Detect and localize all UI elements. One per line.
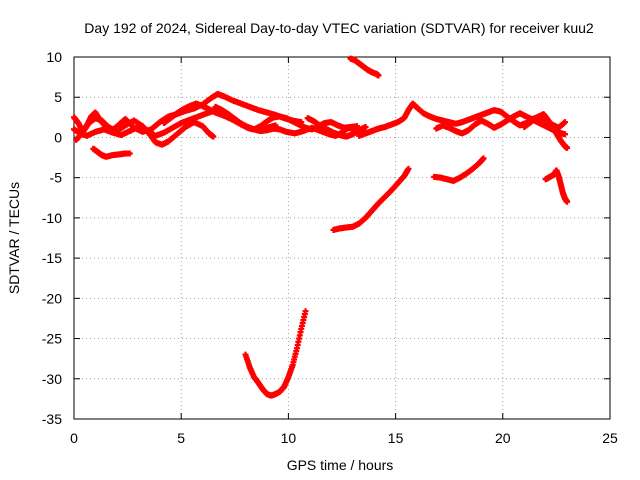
y-tick-label: 5 [54, 89, 62, 105]
grid [74, 57, 610, 419]
series-track-10 [347, 55, 382, 79]
data-point [302, 308, 309, 315]
x-tick-labels: 0 5 10 15 20 25 [70, 430, 618, 446]
series-track-8 [242, 308, 309, 399]
chart-title: Day 192 of 2024, Sidereal Day-to-day VTE… [84, 20, 594, 36]
series-track-12 [433, 110, 568, 138]
data-point [405, 165, 412, 172]
x-tick-label: 15 [388, 430, 404, 446]
data-point [362, 123, 369, 130]
data-point [210, 133, 217, 140]
series-track-13 [431, 155, 487, 184]
series-track-11 [356, 100, 568, 139]
data-point [375, 72, 382, 79]
axis-ticks [73, 56, 611, 420]
series-track-9 [330, 165, 412, 233]
y-tick-label: -35 [42, 411, 62, 427]
series-track-3 [73, 115, 217, 148]
y-tick-label: -25 [42, 331, 62, 347]
y-axis-label: SDTVAR / TECUs [6, 182, 22, 294]
data-points [71, 55, 571, 399]
series-track-14 [521, 111, 571, 151]
data-point [564, 144, 571, 151]
plot-frame [73, 56, 611, 420]
data-point [126, 150, 133, 157]
y-tick-label: -15 [42, 250, 62, 266]
data-point [564, 198, 571, 205]
y-tick-label: -20 [42, 290, 62, 306]
x-tick-label: 0 [70, 430, 78, 446]
x-tick-label: 10 [281, 430, 297, 446]
y-tick-labels: 10 5 0 -5 -10 -15 -20 -25 -30 -35 [42, 49, 62, 427]
data-point [561, 131, 568, 138]
x-tick-label: 20 [495, 430, 511, 446]
y-tick-label: 10 [46, 49, 62, 65]
x-tick-label: 5 [177, 430, 185, 446]
y-tick-label: -5 [50, 170, 63, 186]
series-track-15 [542, 167, 571, 205]
y-tick-label: 0 [54, 129, 62, 145]
data-point [480, 155, 487, 162]
series-track-6 [212, 103, 361, 133]
x-tick-label: 25 [602, 430, 618, 446]
data-point [561, 119, 568, 126]
series-track-4 [90, 145, 133, 160]
series-track-7 [304, 115, 369, 140]
y-tick-label: -30 [42, 371, 62, 387]
x-axis-label: GPS time / hours [287, 457, 394, 473]
y-tick-label: -10 [42, 210, 62, 226]
